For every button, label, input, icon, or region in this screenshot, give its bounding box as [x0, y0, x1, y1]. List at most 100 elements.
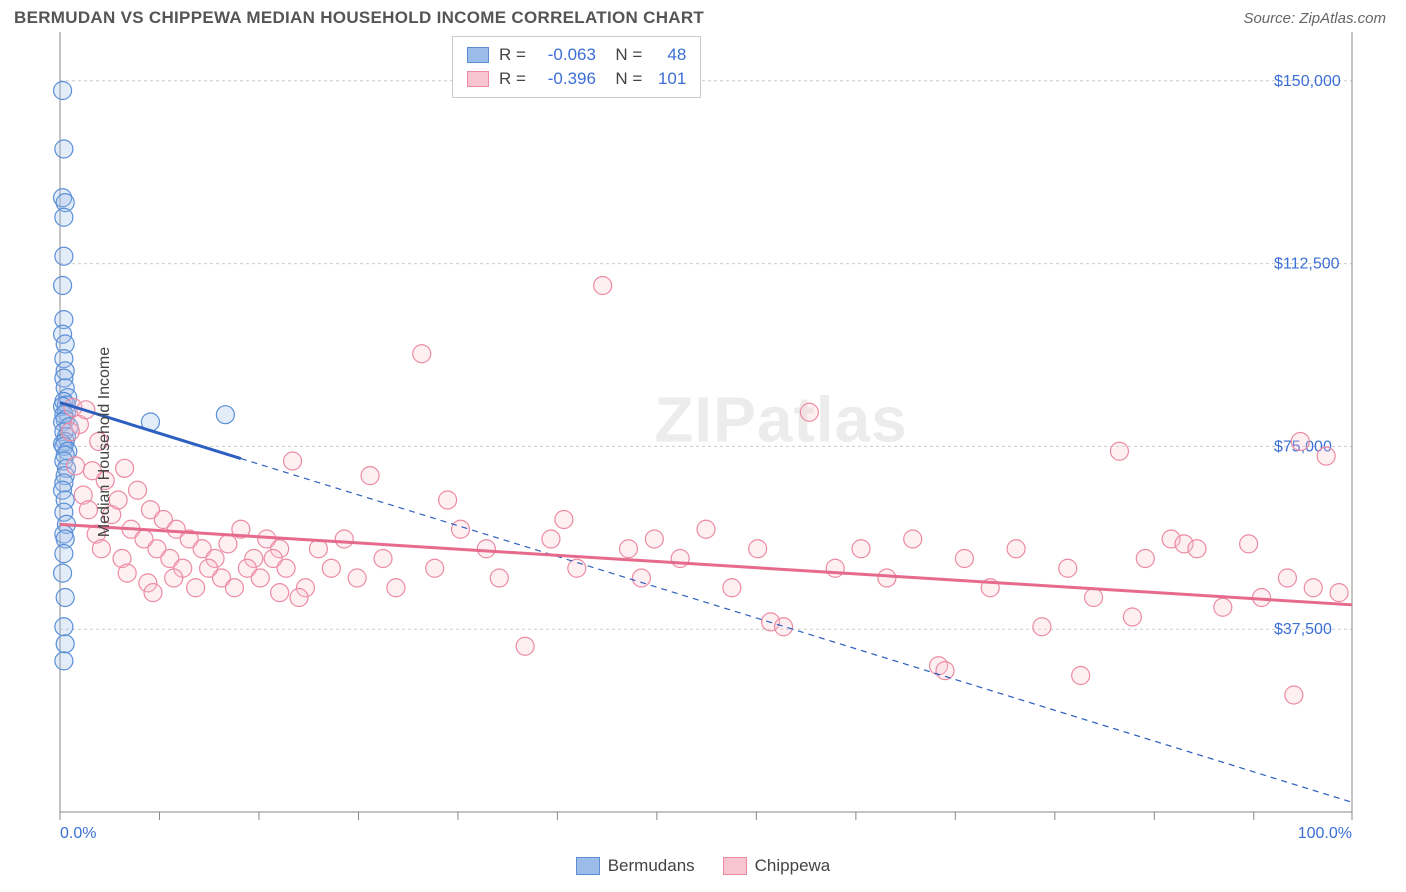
data-point — [1085, 589, 1103, 607]
data-point — [55, 545, 73, 563]
data-point — [216, 406, 234, 424]
data-point — [271, 584, 289, 602]
legend-r-label: R = — [499, 43, 526, 67]
data-point — [632, 569, 650, 587]
legend-r-value: -0.396 — [536, 67, 596, 91]
data-point — [61, 423, 79, 441]
data-point — [55, 247, 73, 265]
legend-swatch — [723, 857, 747, 875]
data-point — [826, 559, 844, 577]
data-point — [322, 559, 340, 577]
data-point — [1291, 433, 1309, 451]
legend-r-value: -0.063 — [536, 43, 596, 67]
data-point — [219, 535, 237, 553]
y-axis-label: Median Household Income — [96, 347, 114, 537]
data-point — [904, 530, 922, 548]
data-point — [542, 530, 560, 548]
data-point — [187, 579, 205, 597]
data-point — [56, 635, 74, 653]
data-point — [1072, 667, 1090, 685]
data-point — [775, 618, 793, 636]
data-point — [144, 584, 162, 602]
data-point — [878, 569, 896, 587]
legend-item: Bermudans — [576, 856, 695, 876]
legend-swatch — [576, 857, 600, 875]
data-point — [1330, 584, 1348, 602]
data-point — [413, 345, 431, 363]
data-point — [290, 589, 308, 607]
svg-text:$112,500: $112,500 — [1274, 256, 1340, 273]
data-point — [490, 569, 508, 587]
data-point — [594, 277, 612, 295]
data-point — [67, 457, 85, 475]
data-point — [55, 140, 73, 158]
legend-row: R = -0.063 N = 48 — [467, 43, 686, 67]
svg-text:$37,500: $37,500 — [1274, 621, 1332, 638]
legend-r-label: R = — [499, 67, 526, 91]
series-legend: Bermudans Chippewa — [0, 856, 1406, 876]
data-point — [277, 559, 295, 577]
legend-item: Chippewa — [723, 856, 831, 876]
data-point — [1110, 442, 1128, 460]
data-point — [165, 569, 183, 587]
data-point — [56, 589, 74, 607]
legend-swatch — [467, 47, 489, 63]
data-point — [645, 530, 663, 548]
data-point — [374, 550, 392, 568]
legend-n-label: N = — [606, 43, 642, 67]
data-point — [387, 579, 405, 597]
data-point — [852, 540, 870, 558]
data-point — [800, 403, 818, 421]
data-point — [92, 540, 110, 558]
data-point — [361, 467, 379, 485]
data-point — [55, 618, 73, 636]
data-point — [1059, 559, 1077, 577]
data-point — [1033, 618, 1051, 636]
legend-swatch — [467, 71, 489, 87]
data-point — [348, 569, 366, 587]
data-point — [426, 559, 444, 577]
data-point — [116, 459, 134, 477]
data-point — [54, 82, 72, 100]
data-point — [55, 208, 73, 226]
data-point — [1007, 540, 1025, 558]
data-point — [54, 277, 72, 295]
chart-container: Median Household Income ZIPatlas0.0%100.… — [14, 32, 1392, 852]
data-point — [749, 540, 767, 558]
legend-n-value: 48 — [652, 43, 686, 67]
data-point — [555, 511, 573, 529]
data-point — [309, 540, 327, 558]
svg-text:0.0%: 0.0% — [60, 825, 96, 842]
data-point — [1240, 535, 1258, 553]
svg-text:100.0%: 100.0% — [1298, 825, 1352, 842]
data-point — [129, 481, 147, 499]
data-point — [1214, 598, 1232, 616]
legend-n-label: N = — [606, 67, 642, 91]
chart-title: BERMUDAN VS CHIPPEWA MEDIAN HOUSEHOLD IN… — [14, 8, 704, 28]
data-point — [225, 579, 243, 597]
legend-row: R = -0.396 N = 101 — [467, 67, 686, 91]
data-point — [118, 564, 136, 582]
svg-text:$150,000: $150,000 — [1274, 73, 1341, 90]
data-point — [477, 540, 495, 558]
svg-text:ZIPatlas: ZIPatlas — [654, 384, 907, 456]
chart-header: BERMUDAN VS CHIPPEWA MEDIAN HOUSEHOLD IN… — [0, 0, 1406, 32]
data-point — [1188, 540, 1206, 558]
scatter-chart: ZIPatlas0.0%100.0%$37,500$75,000$112,500… — [14, 32, 1392, 852]
data-point — [54, 564, 72, 582]
data-point — [335, 530, 353, 548]
data-point — [1278, 569, 1296, 587]
legend-n-value: 101 — [652, 67, 686, 91]
data-point — [516, 637, 534, 655]
data-point — [1285, 686, 1303, 704]
trend-line-extrapolated — [241, 459, 1352, 803]
correlation-legend: R = -0.063 N = 48 R = -0.396 N = 101 — [452, 36, 701, 98]
data-point — [697, 520, 715, 538]
data-point — [1317, 447, 1335, 465]
chart-source: Source: ZipAtlas.com — [1243, 10, 1386, 27]
data-point — [439, 491, 457, 509]
data-point — [79, 501, 97, 519]
legend-series-name: Bermudans — [608, 856, 695, 876]
data-point — [723, 579, 741, 597]
data-point — [251, 569, 269, 587]
